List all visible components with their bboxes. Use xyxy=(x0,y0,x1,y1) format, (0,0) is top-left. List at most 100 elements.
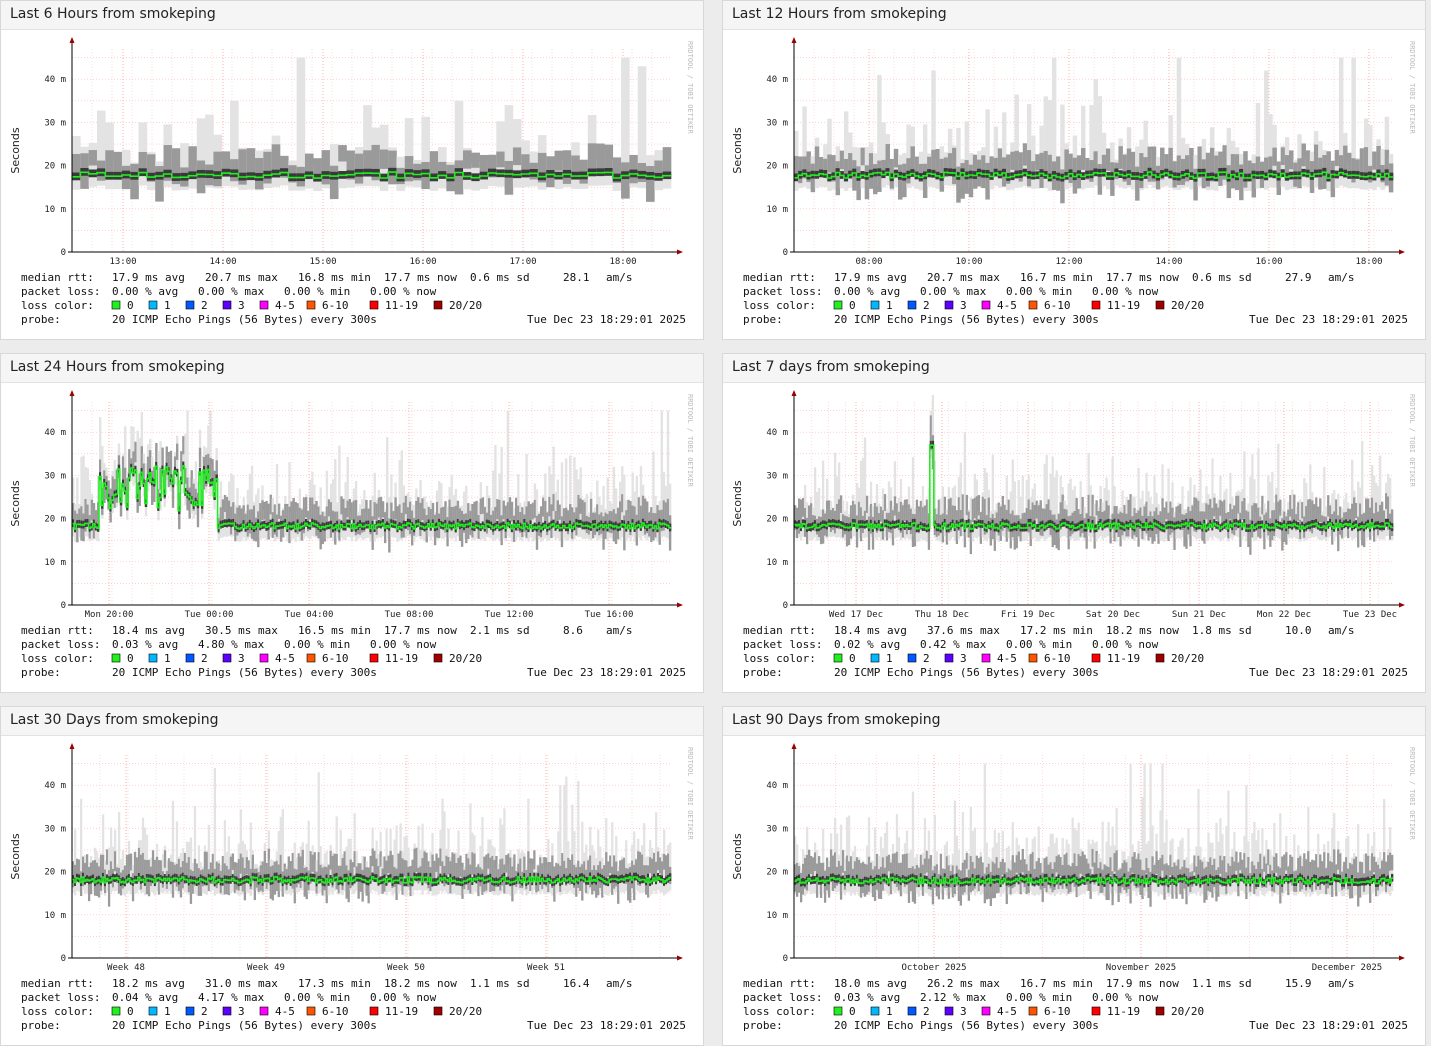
smoke-band-outer xyxy=(499,818,502,895)
smoke-band-mid xyxy=(319,864,322,883)
y-axis-label: Seconds xyxy=(731,833,744,879)
smoke-band-mid xyxy=(983,873,986,904)
smoke-band-mid xyxy=(132,451,135,470)
x-tick-label: Sun 21 Dec xyxy=(1172,610,1226,620)
smoke-band-mid xyxy=(562,150,572,184)
smoke-band-mid xyxy=(917,867,921,885)
smoke-band-mid xyxy=(427,861,430,889)
smoke-band-mid xyxy=(1107,505,1110,529)
x-tick-label: Sat 20 Dec xyxy=(1086,610,1140,620)
smoke-band-mid xyxy=(1115,506,1118,533)
smoke-band-mid xyxy=(837,860,841,884)
smoke-band-mid xyxy=(72,503,75,527)
probe-description: 20 ICMP Echo Pings (56 Bytes) every 300s xyxy=(834,1019,1099,1032)
median-now: 17.7 ms now xyxy=(1106,271,1179,284)
smoke-band-outer xyxy=(1235,851,1238,893)
smoke-band-mid xyxy=(531,858,534,877)
smoke-band-mid xyxy=(1122,154,1128,182)
panel-title[interactable]: Last 30 Days from smokeping xyxy=(1,707,703,736)
smoke-band-outer xyxy=(1129,763,1132,893)
smoke-band-mid xyxy=(663,853,666,870)
panel-title[interactable]: Last 24 Hours from smokeping xyxy=(1,354,703,383)
smoke-band-mid xyxy=(519,512,522,533)
smoke-band-outer xyxy=(621,57,630,189)
smoke-band-mid xyxy=(519,858,522,888)
smoke-band-mid xyxy=(581,500,584,528)
smoke-band-mid xyxy=(263,850,266,881)
smoke-band-mid xyxy=(927,858,931,890)
x-tick-label: 18:00 xyxy=(1355,257,1382,267)
smoke-band-outer xyxy=(213,474,216,510)
smoke-band-outer xyxy=(1317,833,1320,896)
smoke-band-mid xyxy=(423,508,426,530)
smoke-band-mid xyxy=(1169,854,1172,876)
loss-color-swatch xyxy=(185,653,195,663)
smoke-band-mid xyxy=(155,442,158,465)
panel-title[interactable]: Last 6 Hours from smokeping xyxy=(1,1,703,30)
loss-color-swatch xyxy=(907,1006,917,1016)
smoke-band-mid xyxy=(1189,510,1192,547)
median-label: median rtt: xyxy=(21,271,94,284)
smoke-band-mid xyxy=(997,148,1003,172)
smoke-band-mid xyxy=(243,868,247,901)
smoke-band-mid xyxy=(633,864,636,901)
smoke-band-mid xyxy=(188,146,198,173)
smoke-band-mid xyxy=(1047,499,1050,524)
smoke-band-mid xyxy=(138,151,148,172)
smoke-band-mid xyxy=(143,859,147,884)
panel-title[interactable]: Last 7 days from smokeping xyxy=(723,354,1425,383)
smoke-band-outer xyxy=(136,430,139,512)
smoke-band-outer xyxy=(1357,481,1360,541)
smoke-band-outer xyxy=(906,124,911,189)
smoke-band-mid xyxy=(989,156,994,174)
panel-last-12-hours: Last 12 Hours from smokeping 0 10 m 20 m 30… xyxy=(722,0,1426,340)
smoke-band-mid xyxy=(841,850,845,873)
smoke-band-mid xyxy=(1291,856,1294,886)
loss-color-swatch xyxy=(259,653,269,663)
smoke-band-mid xyxy=(209,862,213,885)
smoke-band-outer xyxy=(941,486,945,540)
smoke-band-mid xyxy=(813,852,817,872)
smoke-band-mid xyxy=(949,497,953,532)
panel-title[interactable]: Last 90 Days from smokeping xyxy=(723,707,1425,736)
smoke-band-mid xyxy=(637,497,641,522)
smoke-band-mid xyxy=(885,144,890,169)
smoke-band-mid xyxy=(856,166,861,201)
smoke-band-mid xyxy=(369,500,372,535)
smoke-band-mid xyxy=(238,505,241,528)
smoke-band-outer xyxy=(1079,481,1082,539)
smoke-band-mid xyxy=(113,851,117,872)
smoke-band-mid xyxy=(377,497,381,518)
smoke-band-mid xyxy=(985,162,990,200)
panel-title[interactable]: Last 12 Hours from smokeping xyxy=(723,1,1425,30)
smoke-band-outer xyxy=(96,110,106,186)
smoke-band-outer xyxy=(1060,104,1065,192)
smoke-band-mid xyxy=(1273,510,1276,536)
smoke-band-outer xyxy=(817,487,821,541)
x-tick-label: November 2025 xyxy=(1106,963,1176,973)
smoke-band-mid xyxy=(1247,856,1250,884)
smoke-band-mid xyxy=(1051,514,1054,548)
smoke-band-mid xyxy=(969,519,973,555)
smoke-band-mid xyxy=(498,499,501,528)
smoke-band-mid xyxy=(1013,515,1016,550)
loss-color-label-item: 2 xyxy=(923,299,930,312)
smoke-band-mid xyxy=(554,511,557,527)
x-tick-label: 13:00 xyxy=(109,257,136,267)
smoke-band-outer xyxy=(501,824,504,892)
smoke-band-mid xyxy=(317,852,320,880)
probe-description: 20 ICMP Echo Pings (56 Bytes) every 300s xyxy=(834,666,1099,679)
loss-color-swatch xyxy=(433,1006,443,1016)
median-ams-unit: am/s xyxy=(606,977,633,990)
smoke-band-mid xyxy=(1372,151,1377,170)
median-now: 17.9 ms now xyxy=(1106,977,1179,990)
loss-color-label-item: 3 xyxy=(960,299,967,312)
smoke-band-mid xyxy=(183,852,187,885)
smoke-band-mid xyxy=(845,855,849,883)
smoke-band-mid xyxy=(960,163,965,199)
smoke-band-mid xyxy=(1165,501,1168,520)
smoke-band-mid xyxy=(445,855,448,885)
smoke-band-mid xyxy=(1222,145,1227,180)
smoke-band-mid xyxy=(455,862,458,879)
smoke-band-mid xyxy=(1022,143,1028,166)
